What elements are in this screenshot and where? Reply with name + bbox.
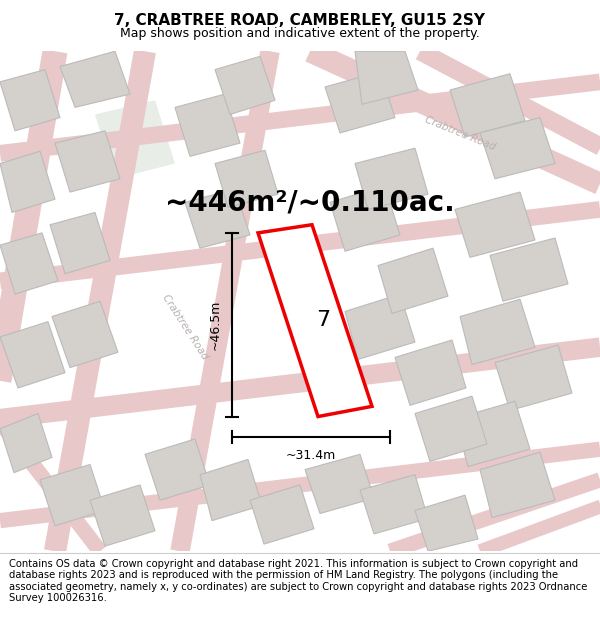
Polygon shape: [355, 148, 428, 209]
Text: Map shows position and indicative extent of the property.: Map shows position and indicative extent…: [120, 27, 480, 40]
Polygon shape: [40, 464, 105, 526]
Polygon shape: [0, 233, 58, 294]
Polygon shape: [250, 485, 314, 544]
Text: ~446m²/~0.110ac.: ~446m²/~0.110ac.: [165, 188, 455, 216]
Polygon shape: [490, 238, 568, 301]
Polygon shape: [480, 452, 555, 518]
Polygon shape: [455, 401, 530, 466]
Polygon shape: [0, 151, 55, 213]
Text: Crabtree Road: Crabtree Road: [423, 114, 497, 152]
Polygon shape: [55, 131, 120, 192]
Text: 7, CRABTREE ROAD, CAMBERLEY, GU15 2SY: 7, CRABTREE ROAD, CAMBERLEY, GU15 2SY: [115, 12, 485, 28]
Polygon shape: [305, 454, 374, 514]
Text: Crabtree Road: Crabtree Road: [160, 292, 210, 361]
Polygon shape: [215, 150, 278, 208]
Polygon shape: [95, 100, 175, 179]
Polygon shape: [90, 485, 155, 546]
Polygon shape: [360, 475, 428, 534]
Text: ~46.5m: ~46.5m: [209, 299, 222, 350]
Polygon shape: [175, 94, 240, 156]
Text: ~31.4m: ~31.4m: [286, 449, 336, 462]
Text: 7: 7: [316, 310, 330, 330]
Polygon shape: [200, 459, 262, 521]
Polygon shape: [460, 299, 535, 364]
Polygon shape: [450, 74, 525, 137]
Polygon shape: [480, 118, 555, 179]
Polygon shape: [395, 340, 466, 406]
Polygon shape: [60, 51, 130, 107]
Polygon shape: [50, 213, 110, 274]
Polygon shape: [378, 248, 448, 314]
Polygon shape: [0, 69, 60, 131]
Polygon shape: [0, 414, 52, 472]
Polygon shape: [52, 301, 118, 368]
Polygon shape: [325, 72, 395, 133]
Polygon shape: [495, 345, 572, 411]
Polygon shape: [258, 225, 372, 416]
Polygon shape: [355, 51, 418, 104]
Text: Contains OS data © Crown copyright and database right 2021. This information is : Contains OS data © Crown copyright and d…: [9, 559, 587, 603]
Polygon shape: [455, 192, 535, 258]
Polygon shape: [215, 56, 275, 114]
Polygon shape: [0, 322, 65, 388]
Polygon shape: [415, 396, 487, 461]
Polygon shape: [145, 439, 210, 500]
Polygon shape: [330, 186, 400, 251]
Polygon shape: [415, 495, 478, 551]
Polygon shape: [345, 294, 415, 359]
Polygon shape: [185, 189, 250, 248]
